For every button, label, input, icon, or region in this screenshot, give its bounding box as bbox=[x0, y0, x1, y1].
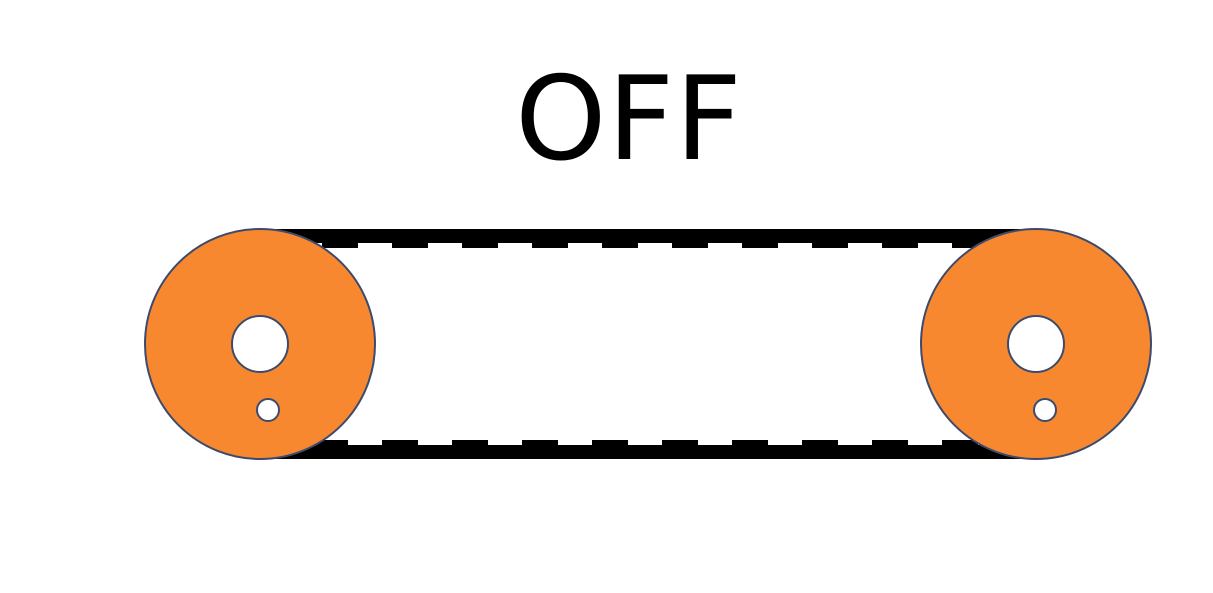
right-pulley-axle-hole bbox=[1007, 315, 1065, 373]
belt-tooth-bottom-7 bbox=[802, 440, 838, 446]
right-pulley-icon bbox=[920, 228, 1152, 460]
belt-tooth-bottom-5 bbox=[662, 440, 698, 446]
belt-tooth-bottom-2 bbox=[452, 440, 488, 446]
belt-tooth-bottom-8 bbox=[872, 440, 908, 446]
belt-tooth-top-7 bbox=[812, 242, 848, 248]
belt-bottom-band bbox=[262, 445, 1034, 459]
timing-belt bbox=[262, 229, 1034, 459]
belt-tooth-top-9 bbox=[952, 242, 988, 248]
status-label: OFF bbox=[515, 52, 743, 187]
belt-tooth-top-8 bbox=[882, 242, 918, 248]
right-pulley-marker-hole bbox=[1033, 398, 1057, 422]
left-pulley-marker-hole bbox=[256, 398, 280, 422]
belt-tooth-top-2 bbox=[462, 242, 498, 248]
belt-teeth-bottom bbox=[312, 440, 978, 446]
belt-tooth-top-4 bbox=[602, 242, 638, 248]
belt-tooth-bottom-1 bbox=[382, 440, 418, 446]
belt-tooth-top-1 bbox=[392, 242, 428, 248]
belt-tooth-top-3 bbox=[532, 242, 568, 248]
belt-tooth-bottom-6 bbox=[732, 440, 768, 446]
left-pulley-icon bbox=[144, 228, 376, 460]
belt-tooth-bottom-0 bbox=[312, 440, 348, 446]
belt-teeth-top bbox=[322, 242, 988, 248]
left-pulley-axle-hole bbox=[231, 315, 289, 373]
belt-tooth-bottom-4 bbox=[592, 440, 628, 446]
belt-tooth-bottom-9 bbox=[942, 440, 978, 446]
belt-tooth-top-5 bbox=[672, 242, 708, 248]
belt-top-band bbox=[262, 229, 1034, 243]
belt-tooth-top-0 bbox=[322, 242, 358, 248]
belt-tooth-top-6 bbox=[742, 242, 778, 248]
belt-tooth-bottom-3 bbox=[522, 440, 558, 446]
